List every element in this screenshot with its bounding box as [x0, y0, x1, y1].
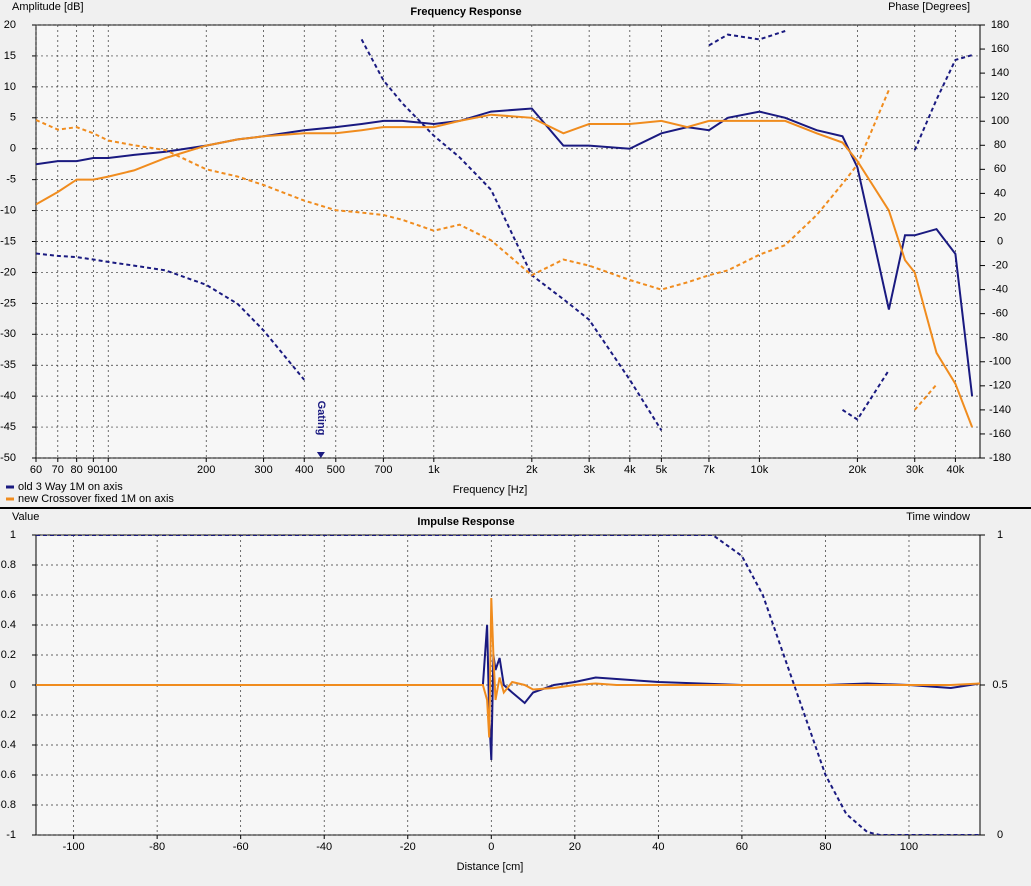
x-tick-label: 2k	[526, 464, 538, 476]
x-axis-label: Frequency [Hz]	[453, 484, 528, 496]
x-tick-label: 30k	[906, 464, 924, 476]
y-axis-label: Value	[12, 511, 39, 523]
series-line	[36, 113, 974, 428]
y-tick-label: -20	[0, 266, 16, 278]
y2-axis-label: Phase [Degrees]	[888, 1, 970, 13]
y-tick-label: -1	[6, 829, 16, 841]
y-tick-label: 0	[10, 679, 16, 691]
x-tick-label: 100	[900, 841, 918, 853]
y2-tick-label: -120	[989, 380, 1011, 392]
y-tick-label: -30	[0, 328, 16, 340]
x-tick-label: 0	[488, 841, 494, 853]
x-tick-label: 70	[52, 464, 64, 476]
phase-line	[36, 89, 938, 411]
x-tick-label: 90	[87, 464, 99, 476]
x-tick-label: 80	[819, 841, 831, 853]
series-line	[36, 107, 974, 397]
y-tick-label: 0	[10, 143, 16, 155]
x-tick-label: 20k	[849, 464, 867, 476]
y-tick-label: -45	[0, 421, 16, 433]
y-tick-label: 15	[4, 50, 16, 62]
y2-tick-label: -80	[992, 332, 1008, 344]
y2-tick-label: 20	[994, 211, 1006, 223]
x-tick-label: -60	[233, 841, 249, 853]
annotation: Gating	[315, 401, 327, 436]
y-tick-label: -25	[0, 297, 16, 309]
y-tick-label: -0.2	[0, 709, 16, 721]
x-axis-label: Distance [cm]	[457, 861, 524, 873]
y2-tick-label: 0	[997, 235, 1003, 247]
y-tick-label: -5	[6, 174, 16, 186]
y2-tick-label: 120	[991, 91, 1009, 103]
x-tick-label: -20	[400, 841, 416, 853]
y2-tick-label: 40	[994, 187, 1006, 199]
x-tick-label: -100	[63, 841, 85, 853]
x-tick-label: 200	[197, 464, 215, 476]
x-tick-label: 40	[652, 841, 664, 853]
x-tick-label: 10k	[751, 464, 769, 476]
legend-label: old 3 Way 1M on axis	[18, 481, 123, 493]
y2-tick-label: -180	[989, 452, 1011, 464]
annotation-marker	[316, 452, 325, 458]
x-tick-label: 5k	[656, 464, 668, 476]
y2-tick-label: 100	[991, 115, 1009, 127]
x-tick-label: 300	[254, 464, 272, 476]
y-tick-label: -50	[0, 452, 16, 464]
x-tick-label: 80	[71, 464, 83, 476]
y2-tick-label: 60	[994, 163, 1006, 175]
y-tick-label: -0.4	[0, 739, 16, 751]
chart-title: Frequency Response	[410, 6, 521, 18]
y2-tick-label: -140	[989, 404, 1011, 416]
y2-tick-label: 80	[994, 139, 1006, 151]
y-tick-label: 10	[4, 81, 16, 93]
x-tick-label: 100	[99, 464, 117, 476]
y-tick-label: -35	[0, 359, 16, 371]
y2-tick-label: 1	[997, 529, 1003, 541]
x-tick-label: 1k	[428, 464, 440, 476]
y-tick-label: -0.8	[0, 799, 16, 811]
y-tick-label: -0.6	[0, 769, 16, 781]
y2-tick-label: 0.5	[992, 679, 1007, 691]
y2-tick-label: -40	[992, 284, 1008, 296]
y2-tick-label: 140	[991, 67, 1009, 79]
x-tick-label: 400	[295, 464, 313, 476]
y-tick-label: -15	[0, 235, 16, 247]
y-tick-label: 1	[10, 529, 16, 541]
y-tick-label: 0.4	[1, 619, 16, 631]
y-tick-label: 0.6	[1, 589, 16, 601]
x-tick-label: 40k	[947, 464, 965, 476]
x-tick-label: 4k	[624, 464, 636, 476]
x-tick-label: 20	[569, 841, 581, 853]
y2-tick-label: -20	[992, 259, 1008, 271]
y-tick-label: 20	[4, 19, 16, 31]
y2-tick-label: -60	[992, 308, 1008, 320]
y-tick-label: 5	[10, 112, 16, 124]
x-tick-label: -80	[149, 841, 165, 853]
y-tick-label: 0.8	[1, 559, 16, 571]
x-tick-label: 3k	[583, 464, 595, 476]
y-axis-label: Amplitude [dB]	[12, 1, 84, 13]
y2-tick-label: -160	[989, 428, 1011, 440]
x-tick-label: 700	[374, 464, 392, 476]
x-tick-label: -40	[316, 841, 332, 853]
y2-tick-label: 0	[997, 829, 1003, 841]
chart-title: Impulse Response	[417, 516, 514, 528]
series-line	[36, 597, 980, 738]
phase-line	[36, 30, 973, 431]
legend-label: new Crossover fixed 1M on axis	[18, 493, 174, 505]
x-tick-label: 7k	[703, 464, 715, 476]
x-tick-label: 60	[736, 841, 748, 853]
y2-axis-label: Time window	[906, 511, 970, 523]
y-tick-label: -40	[0, 390, 16, 402]
x-tick-label: 60	[30, 464, 42, 476]
x-tick-label: 500	[327, 464, 345, 476]
y2-tick-label: -100	[989, 356, 1011, 368]
y-tick-label: 0.2	[1, 649, 16, 661]
y2-tick-label: 160	[991, 43, 1009, 55]
y2-tick-label: 180	[991, 19, 1009, 31]
y-tick-label: -10	[0, 204, 16, 216]
